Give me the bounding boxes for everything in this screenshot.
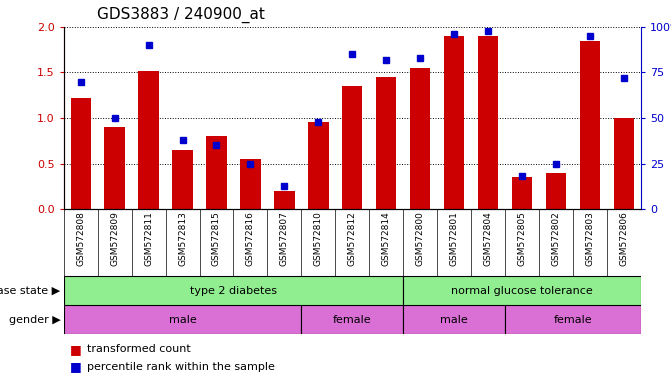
Bar xyxy=(206,136,227,209)
Bar xyxy=(614,118,634,209)
Text: GSM572814: GSM572814 xyxy=(382,211,391,266)
Text: GDS3883 / 240900_at: GDS3883 / 240900_at xyxy=(97,7,265,23)
Bar xyxy=(172,150,193,209)
Bar xyxy=(376,77,397,209)
Text: normal glucose tolerance: normal glucose tolerance xyxy=(451,286,593,296)
Text: GSM572812: GSM572812 xyxy=(348,211,357,266)
Text: GSM572806: GSM572806 xyxy=(619,211,628,266)
Text: GSM572815: GSM572815 xyxy=(212,211,221,266)
Text: transformed count: transformed count xyxy=(87,344,191,354)
Bar xyxy=(308,122,329,209)
Bar xyxy=(403,276,641,305)
Text: disease state ▶: disease state ▶ xyxy=(0,286,60,296)
Bar xyxy=(301,305,403,334)
Bar xyxy=(138,71,159,209)
Text: male: male xyxy=(168,314,197,325)
Bar xyxy=(403,305,505,334)
Bar xyxy=(105,127,125,209)
Bar xyxy=(64,305,301,334)
Text: GSM572809: GSM572809 xyxy=(110,211,119,266)
Text: GSM572807: GSM572807 xyxy=(280,211,289,266)
Text: GSM572816: GSM572816 xyxy=(246,211,255,266)
Bar xyxy=(410,68,430,209)
Text: female: female xyxy=(333,314,372,325)
Bar xyxy=(274,191,295,209)
Bar xyxy=(546,173,566,209)
Bar xyxy=(505,305,641,334)
Text: GSM572811: GSM572811 xyxy=(144,211,153,266)
Text: female: female xyxy=(554,314,592,325)
Text: gender ▶: gender ▶ xyxy=(9,314,60,325)
Text: ■: ■ xyxy=(70,343,86,356)
Bar xyxy=(580,41,600,209)
Text: ■: ■ xyxy=(70,360,86,373)
Text: GSM572801: GSM572801 xyxy=(450,211,458,266)
Bar xyxy=(478,36,499,209)
Text: GSM572804: GSM572804 xyxy=(484,211,493,266)
Bar xyxy=(342,86,362,209)
Bar xyxy=(64,276,403,305)
Text: GSM572802: GSM572802 xyxy=(552,211,560,266)
Text: GSM572800: GSM572800 xyxy=(415,211,425,266)
Bar xyxy=(444,36,464,209)
Text: GSM572805: GSM572805 xyxy=(517,211,527,266)
Text: GSM572803: GSM572803 xyxy=(585,211,595,266)
Text: male: male xyxy=(440,314,468,325)
Text: percentile rank within the sample: percentile rank within the sample xyxy=(87,362,275,372)
Text: GSM572813: GSM572813 xyxy=(178,211,187,266)
Bar xyxy=(240,159,260,209)
Bar xyxy=(512,177,532,209)
Text: GSM572808: GSM572808 xyxy=(76,211,85,266)
Text: type 2 diabetes: type 2 diabetes xyxy=(190,286,277,296)
Text: GSM572810: GSM572810 xyxy=(314,211,323,266)
Bar xyxy=(70,98,91,209)
